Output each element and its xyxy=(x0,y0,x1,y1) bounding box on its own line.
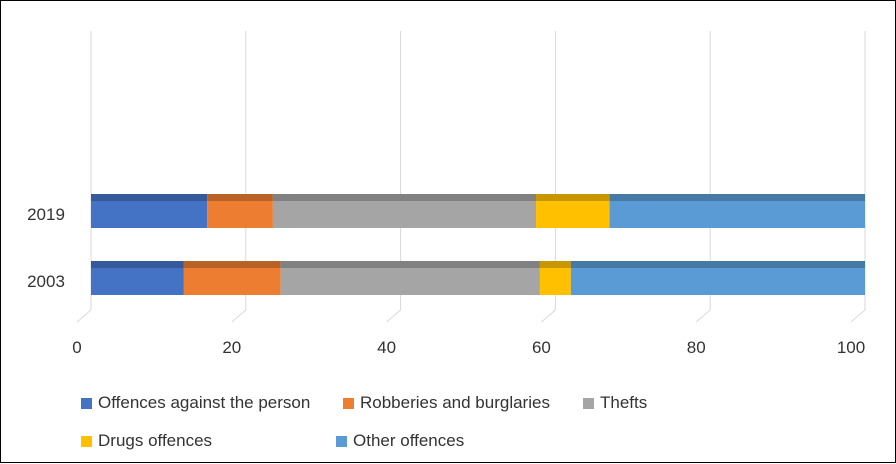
legend-label: Thefts xyxy=(600,393,648,412)
bar-front-face xyxy=(609,201,865,228)
bar-top-face xyxy=(91,194,208,201)
bar-segment-2019-thefts xyxy=(272,194,537,228)
bar-top-face xyxy=(570,261,865,268)
legend-swatch xyxy=(583,397,594,409)
bar-top-face xyxy=(91,261,184,268)
legend-swatch xyxy=(81,397,92,409)
legend-label: Other offences xyxy=(353,431,465,450)
x-axis-ticks: 0 20 40 60 80 100 xyxy=(72,338,865,357)
bar-segment-2003-offences-against-the-person xyxy=(91,261,184,295)
bar-segment-2019-other-offences xyxy=(609,194,865,228)
bar-segment-2003-robberies-and-burglaries xyxy=(183,261,281,295)
gridline-floor xyxy=(386,309,401,323)
bar-top-face xyxy=(539,261,571,268)
legend-item-thefts: Thefts xyxy=(583,393,647,413)
bar-segment-2019-offences-against-the-person xyxy=(91,194,208,228)
bar-segment-2003-drugs-offences xyxy=(539,261,571,295)
bar-front-face xyxy=(91,268,184,295)
bar-front-face xyxy=(280,268,540,295)
x-tick-label: 0 xyxy=(72,338,81,357)
legend-label: Drugs offences xyxy=(98,431,213,450)
bars xyxy=(91,194,865,295)
x-tick-label: 100 xyxy=(837,338,865,357)
gridline-floor xyxy=(850,309,866,323)
bar-top-face xyxy=(272,194,537,201)
gridline-floor xyxy=(76,309,92,323)
bar-front-face xyxy=(207,201,273,228)
bar-top-face xyxy=(280,261,540,268)
legend-swatch xyxy=(81,435,92,447)
x-tick-label: 60 xyxy=(532,338,551,357)
bar-front-face xyxy=(536,201,610,228)
legend-swatch xyxy=(336,435,347,447)
bar-segment-2019-robberies-and-burglaries xyxy=(207,194,273,228)
bar-front-face xyxy=(570,268,865,295)
x-tick-label: 80 xyxy=(687,338,706,357)
x-tick-label: 40 xyxy=(377,338,396,357)
gridline-floor xyxy=(541,309,556,323)
y-tick-label: 2019 xyxy=(27,205,65,224)
bar-top-face xyxy=(207,194,273,201)
legend-item-drugs-offences: Drugs offences xyxy=(81,431,212,451)
y-axis-ticks: 2019 2003 xyxy=(27,205,65,291)
y-tick-label: 2003 xyxy=(27,272,65,291)
legend-swatch xyxy=(343,397,354,409)
bar-front-face xyxy=(183,268,281,295)
legend-item-offences-against-the-person: Offences against the person xyxy=(81,393,310,413)
legend-item-robberies-and-burglaries: Robberies and burglaries xyxy=(343,393,550,413)
bar-top-face xyxy=(183,261,281,268)
legend-label: Offences against the person xyxy=(98,393,311,412)
bar-front-face xyxy=(91,201,208,228)
gridline-floor xyxy=(231,309,247,323)
bar-top-face xyxy=(609,194,865,201)
legend-item-other-offences: Other offences xyxy=(336,431,464,451)
bar-segment-2019-drugs-offences xyxy=(536,194,610,228)
bar-top-face xyxy=(536,194,610,201)
legend-label: Robberies and burglaries xyxy=(360,393,550,412)
x-tick-label: 20 xyxy=(222,338,241,357)
bar-segment-2003-thefts xyxy=(280,261,540,295)
gridline-floor xyxy=(695,309,711,323)
bar-front-face xyxy=(272,201,537,228)
bar-front-face xyxy=(539,268,571,295)
bar-segment-2003-other-offences xyxy=(570,261,865,295)
